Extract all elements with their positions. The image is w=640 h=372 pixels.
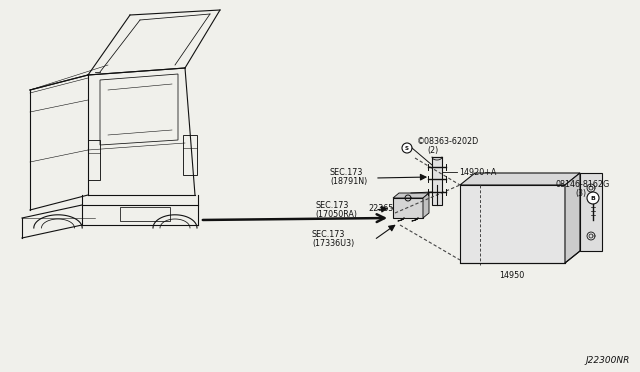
Text: B: B — [591, 196, 595, 201]
Bar — [88, 140, 100, 180]
Text: ©08363-6202D: ©08363-6202D — [417, 137, 479, 145]
Polygon shape — [460, 173, 580, 185]
Text: (2): (2) — [427, 145, 438, 154]
Bar — [432, 157, 442, 205]
Text: S: S — [404, 146, 408, 151]
Text: 08146-8162G: 08146-8162G — [555, 180, 609, 189]
Text: 22365: 22365 — [368, 203, 394, 212]
Polygon shape — [580, 173, 602, 251]
Text: (3): (3) — [575, 189, 586, 198]
Text: (17050RA): (17050RA) — [315, 209, 357, 218]
Polygon shape — [423, 193, 429, 218]
Text: (18791N): (18791N) — [330, 176, 367, 186]
Polygon shape — [393, 193, 429, 198]
Text: (17336U3): (17336U3) — [312, 238, 355, 247]
Text: 14920+A: 14920+A — [459, 167, 497, 176]
Text: SEC.173: SEC.173 — [315, 201, 348, 209]
Polygon shape — [565, 173, 580, 263]
Text: 14950: 14950 — [499, 270, 525, 279]
Circle shape — [402, 143, 412, 153]
Text: SEC.173: SEC.173 — [330, 167, 364, 176]
Circle shape — [587, 192, 599, 204]
Bar — [120, 207, 170, 221]
Bar — [393, 198, 423, 218]
Bar — [460, 185, 565, 263]
Text: SEC.173: SEC.173 — [312, 230, 346, 238]
Bar — [183, 135, 197, 175]
Text: J22300NR: J22300NR — [586, 356, 630, 365]
